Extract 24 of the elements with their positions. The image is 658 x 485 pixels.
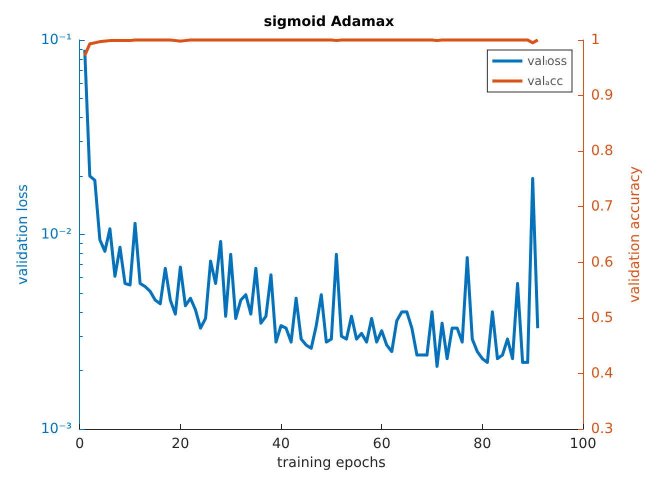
y2-tick-label: 0.6: [591, 254, 614, 270]
y-tick-label: 10⁻³: [40, 421, 72, 437]
x-tick-label: 40: [272, 436, 290, 452]
legend-label: valₐcc: [527, 74, 564, 88]
line-series: [83, 38, 540, 58]
x-tick-label: 0: [75, 436, 84, 452]
y-axis-title: validation loss: [15, 184, 31, 285]
x-tick-label: 20: [171, 436, 190, 452]
y-tick-label: 10⁻¹: [40, 32, 72, 48]
chart-title: sigmoid Adamax: [264, 14, 394, 30]
y-tick-label: 10⁻²: [40, 226, 72, 242]
y2-tick-label: 0.5: [591, 310, 614, 326]
y2-tick-label: 0.8: [591, 143, 614, 160]
y2-tick-label: 0.9: [591, 88, 614, 104]
y2-tick-label: 0.4: [591, 365, 614, 382]
y2-tick-label: 0.7: [591, 198, 614, 215]
y2-tick-label: 0.3: [591, 421, 614, 437]
x-axis-title: training epochs: [277, 454, 386, 471]
legend-label: valₗoss: [527, 54, 568, 68]
y2-tick-label: 1: [591, 32, 600, 48]
y2-axis-title: validation accuracy: [627, 166, 643, 303]
x-tick-label: 80: [473, 436, 492, 452]
x-tick-label: 60: [372, 436, 391, 452]
x-tick-label: 100: [570, 436, 596, 452]
